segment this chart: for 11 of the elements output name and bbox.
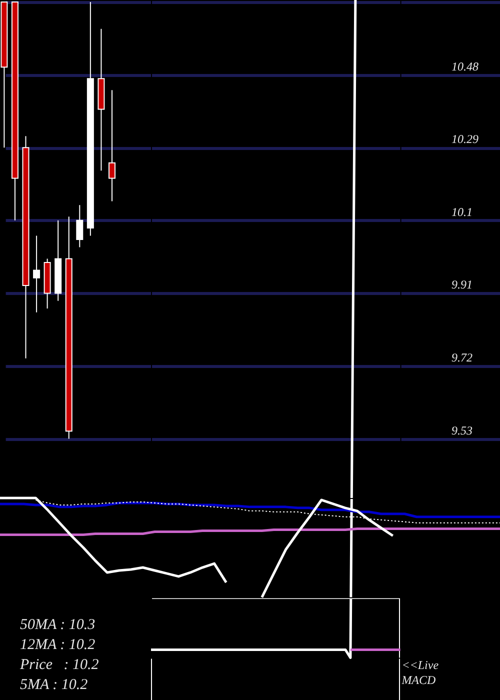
y-tick-label: 9.53 (452, 422, 472, 437)
text: 50MA : 10.3 (20, 616, 96, 635)
y-tick-label: 9.72 (452, 350, 472, 364)
text: <<Live MACD (402, 658, 440, 688)
y-tick-label: 9.91 (452, 277, 472, 292)
y-tick-label: 10.29 (452, 132, 478, 146)
y-tick-label: 10.1 (452, 204, 472, 218)
y-tick-label: 10.48 (452, 58, 478, 73)
text: Price : 10.2 (20, 656, 100, 675)
text: 12MA : 10.2 (20, 636, 96, 655)
text: 5MA : 10.2 (20, 676, 89, 695)
